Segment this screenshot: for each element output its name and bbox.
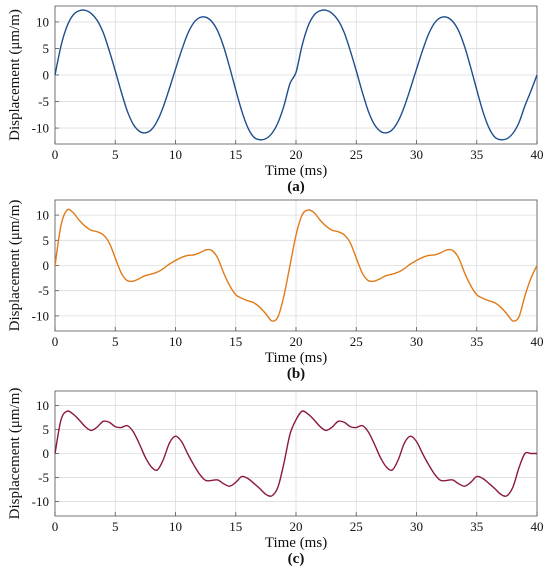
- x-tick-label: 0: [52, 147, 59, 162]
- panel-label: (a): [287, 179, 305, 195]
- chart-panel-3: 0 5 10 15 20 25 30 35 40 -10 -5 0 5 10 Time (ms) Displa…: [7, 388, 544, 567]
- panel-label: (b): [287, 366, 305, 382]
- chart-panel-1: 0 5 10 15 20 25 30 35 40 -10 -5 0 5 10 Time (ms) Displa…: [7, 5, 544, 195]
- y-axis-title: Displacement (μm/m): [7, 9, 23, 141]
- x-tick-label: 20: [290, 147, 303, 162]
- x-tick-label: 15: [229, 334, 242, 349]
- y-tick-label: -5: [38, 94, 49, 109]
- y-tick-label: -10: [32, 121, 49, 136]
- y-tick-label: -10: [32, 308, 49, 323]
- x-tick-label: 5: [112, 519, 119, 534]
- y-tick-label: 10: [36, 14, 49, 29]
- x-tick-label: 15: [229, 519, 242, 534]
- x-tick-label: 30: [410, 334, 423, 349]
- x-tick-label: 10: [169, 519, 182, 534]
- x-tick-label: 25: [350, 519, 363, 534]
- y-tick-label: -10: [32, 494, 49, 509]
- x-tick-label: 25: [350, 334, 363, 349]
- x-tick-label: 40: [531, 334, 544, 349]
- x-tick-label: 40: [531, 519, 544, 534]
- panel-label: (c): [288, 551, 305, 567]
- x-tick-label: 10: [169, 334, 182, 349]
- x-tick-label: 35: [470, 334, 483, 349]
- series-line-1: [54, 9, 538, 141]
- x-tick-label: 0: [52, 519, 59, 534]
- x-tick-label: 35: [470, 147, 483, 162]
- y-tick-label: 0: [43, 68, 50, 83]
- x-tick-label: 0: [52, 334, 59, 349]
- y-tick-label: 5: [43, 233, 50, 248]
- y-tick-label: 0: [43, 258, 50, 273]
- chart-panel-2: 0 5 10 15 20 25 30 35 40 -10 -5 0 5 10 Time (ms) Displa…: [7, 199, 544, 382]
- series-line-1: [54, 208, 538, 322]
- x-tick-label: 30: [410, 519, 423, 534]
- x-tick-label: 5: [112, 147, 119, 162]
- y-tick-label: 0: [43, 446, 50, 461]
- y-tick-label: 10: [36, 208, 49, 223]
- x-tick-label: 40: [531, 147, 544, 162]
- x-axis-title: Time (ms): [265, 350, 327, 366]
- y-tick-label: 5: [43, 422, 50, 437]
- x-axis-title: Time (ms): [265, 163, 327, 179]
- x-tick-label: 10: [169, 147, 182, 162]
- x-tick-label: 20: [290, 334, 303, 349]
- x-tick-label: 35: [470, 519, 483, 534]
- y-tick-label: -5: [38, 283, 49, 298]
- y-axis-title: Displacement (μm/m): [7, 200, 23, 332]
- x-tick-label: 30: [410, 147, 423, 162]
- y-tick-label: -5: [38, 470, 49, 485]
- y-tick-label: 5: [43, 41, 50, 56]
- x-tick-label: 25: [350, 147, 363, 162]
- y-axis-title: Displacement (μm/m): [7, 388, 23, 520]
- x-tick-label: 5: [112, 334, 119, 349]
- x-tick-label: 20: [290, 519, 303, 534]
- x-tick-label: 15: [229, 147, 242, 162]
- series-line-1: [54, 410, 537, 497]
- y-tick-label: 10: [36, 398, 49, 413]
- x-axis-title: Time (ms): [265, 535, 327, 551]
